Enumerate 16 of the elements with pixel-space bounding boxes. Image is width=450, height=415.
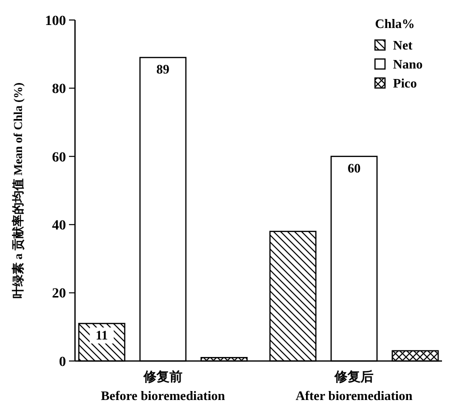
y-tick-label: 80	[52, 82, 66, 98]
y-tick-label: 40	[52, 218, 66, 234]
legend-label: Pico	[393, 76, 417, 91]
data-label: 89	[156, 62, 170, 77]
y-tick-label: 100	[45, 14, 66, 29]
y-axis-title: 叶绿素 a 贡献率的均值 Mean of Chla (%)	[11, 82, 26, 298]
y-tick-label: 0	[59, 354, 66, 370]
x-tick-label: 修复前 Before bioremediation	[100, 369, 226, 403]
y-tick-label: 20	[52, 286, 66, 302]
legend-label: Net	[393, 38, 414, 53]
legend-label: Nano	[393, 56, 423, 72]
data-label: 60	[348, 160, 361, 176]
legend-title: Chla%	[375, 16, 415, 31]
y-tick-label: 60	[52, 150, 66, 166]
x-tick-label: 修复后 After bioremediation	[296, 369, 414, 403]
data-label: 11	[96, 327, 108, 342]
